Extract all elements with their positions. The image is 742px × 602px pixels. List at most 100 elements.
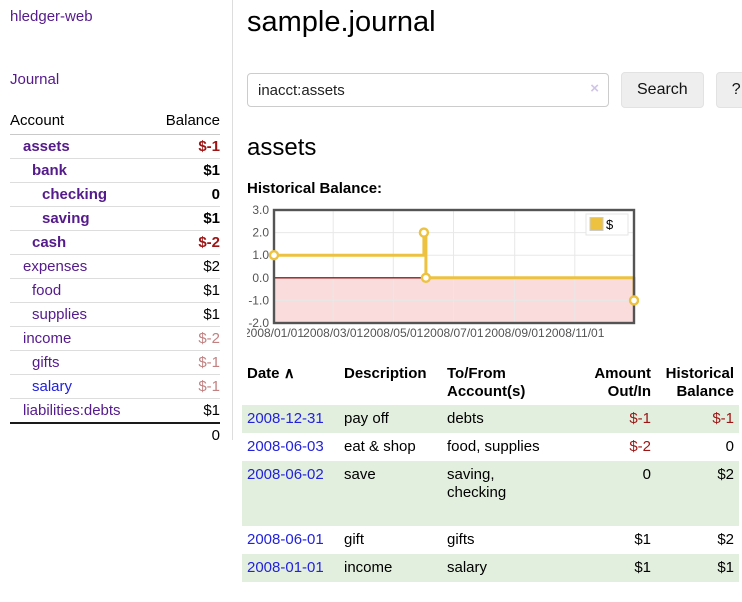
register-row: 2008-12-31 pay off debts $-1 $-1 — [242, 405, 739, 433]
account-link-gifts[interactable]: gifts — [32, 354, 60, 371]
account-balance: $-1 — [150, 374, 220, 399]
account-balance: $-2 — [150, 326, 220, 351]
account-link-food[interactable]: food — [32, 282, 62, 299]
account-link-bank[interactable]: bank — [32, 162, 68, 179]
account-row-saving: saving $1 — [10, 206, 220, 231]
account-row-liabilities-debts: liabilities:debts $1 — [10, 398, 220, 423]
account-balance: $-2 — [150, 230, 220, 255]
account-row-bank: bank $1 — [10, 158, 220, 183]
account-balance: $1 — [150, 278, 220, 303]
svg-text:2008/09/01: 2008/09/01 — [485, 326, 545, 340]
account-balance: 0 — [150, 182, 220, 207]
register-row: 2008-06-02 save saving, checking 0 $2 — [242, 461, 739, 526]
svg-text:0.0: 0.0 — [252, 271, 269, 285]
account-balance: $1 — [150, 398, 220, 423]
account-link-assets[interactable]: assets — [23, 138, 70, 155]
search-button[interactable]: Search — [621, 72, 704, 108]
register-header-date[interactable]: Date — [247, 365, 280, 382]
accounts-header-balance: Balance — [150, 108, 220, 135]
account-row-supplies: supplies $1 — [10, 302, 220, 327]
register-header-amount: Amount Out/In — [594, 365, 651, 400]
transaction-balance: $1 — [717, 559, 734, 576]
transaction-date-link[interactable]: 2008-06-01 — [247, 531, 324, 548]
app-title-link[interactable]: hledger-web — [10, 8, 93, 25]
account-link-supplies[interactable]: supplies — [32, 306, 88, 323]
account-row-salary: salary $-1 — [10, 374, 220, 399]
accounts-total-row: 0 — [10, 422, 220, 447]
account-link-checking[interactable]: checking — [42, 186, 108, 203]
account-balance: $1 — [150, 302, 220, 327]
account-row-food: food $1 — [10, 278, 220, 303]
account-link-saving[interactable]: saving — [42, 210, 90, 227]
svg-text:2008/11/01: 2008/11/01 — [545, 326, 604, 340]
transaction-date-link[interactable]: 2008-01-01 — [247, 559, 324, 576]
register-header-description: Description — [344, 365, 427, 382]
account-balance: $-1 — [198, 138, 220, 155]
historical-balance-chart[interactable]: $3.0 2.0 1.0 0.0 -1.0 -2.0 2008/01/01 2008/03/0… — [244, 203, 640, 347]
account-balance: $1 — [150, 206, 220, 231]
svg-text:$: $ — [606, 217, 614, 232]
transaction-accounts: debts — [447, 410, 484, 427]
main-content: sample.journal × Search ? assets Histori… — [233, 0, 742, 602]
svg-text:3.0: 3.0 — [252, 205, 269, 217]
svg-text:2008/01/01: 2008/01/01 — [247, 326, 304, 340]
svg-text:-2.0: -2.0 — [248, 316, 269, 330]
register-table: Date ∧ Description To/From Account(s) Am… — [242, 361, 739, 582]
search-box: × — [247, 73, 609, 107]
account-link-liabilities-debts[interactable]: liabilities:debts — [23, 402, 121, 419]
svg-text:1.0: 1.0 — [252, 248, 269, 262]
transaction-date-link[interactable]: 2008-06-03 — [247, 438, 324, 455]
transaction-balance: $-1 — [712, 410, 734, 427]
transaction-amount: $1 — [634, 559, 651, 576]
svg-text:-1.0: -1.0 — [248, 293, 269, 307]
svg-text:2.0: 2.0 — [252, 226, 269, 240]
account-balance: $1 — [150, 158, 220, 183]
transaction-description: pay off — [344, 410, 389, 427]
nav-journal-link[interactable]: Journal — [10, 71, 60, 88]
register-header-balance: Historical Balance — [665, 365, 734, 400]
svg-text:2008/05/01: 2008/05/01 — [363, 326, 423, 340]
transaction-amount: 0 — [642, 466, 651, 483]
account-balance: $2 — [150, 254, 220, 279]
page-title: sample.journal — [247, 6, 436, 38]
account-link-cash[interactable]: cash — [32, 234, 67, 251]
transaction-amount: $-2 — [629, 438, 651, 455]
account-row-expenses: expenses $2 — [10, 254, 220, 279]
transaction-description: save — [344, 466, 376, 483]
account-row-checking: checking 0 — [10, 182, 220, 207]
sort-ascending-icon: ∧ — [283, 365, 295, 382]
transaction-date-link[interactable]: 2008-12-31 — [247, 410, 324, 427]
register-header-accounts: To/From Account(s) — [447, 365, 526, 400]
help-button[interactable]: ? — [715, 72, 742, 108]
register-row: 2008-06-03 eat & shop food, supplies $-2… — [242, 433, 739, 461]
search-input[interactable] — [247, 73, 609, 107]
account-row-gifts: gifts $-1 — [10, 350, 220, 375]
transaction-amount: $-1 — [629, 410, 651, 427]
account-balance: $-1 — [150, 350, 220, 375]
transaction-accounts: salary — [447, 559, 488, 576]
accounts-header-account: Account — [10, 108, 151, 135]
transaction-balance: $2 — [717, 466, 734, 483]
clear-search-icon[interactable]: × — [590, 80, 599, 97]
account-link-income[interactable]: income — [23, 330, 72, 347]
search-form: × Search ? — [247, 72, 742, 108]
register-row: 2008-06-01 gift gifts $1 $2 — [242, 526, 739, 554]
transaction-accounts: saving, checking — [447, 466, 507, 501]
transaction-balance: 0 — [725, 438, 734, 455]
accounts-total-value: 0 — [150, 422, 220, 447]
register-row: 2008-01-01 income salary $1 $1 — [242, 554, 739, 582]
chart-title: Historical Balance: — [247, 180, 383, 197]
transaction-accounts: gifts — [447, 531, 475, 548]
account-link-expenses[interactable]: expenses — [23, 258, 88, 275]
account-link-salary[interactable]: salary — [32, 378, 73, 395]
transaction-description: gift — [344, 531, 365, 548]
svg-text:2008/03/01: 2008/03/01 — [303, 326, 363, 340]
transaction-date-link[interactable]: 2008-06-02 — [247, 466, 324, 483]
account-row-cash: cash $-2 — [10, 230, 220, 255]
account-row-income: income $-2 — [10, 326, 220, 351]
transaction-description: income — [344, 559, 393, 576]
transaction-description: eat & shop — [344, 438, 416, 455]
svg-text:2008/07/01: 2008/07/01 — [423, 326, 483, 340]
account-row-assets: assets $-1 — [10, 135, 220, 159]
